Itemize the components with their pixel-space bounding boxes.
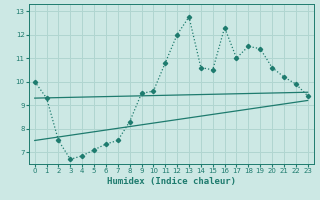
X-axis label: Humidex (Indice chaleur): Humidex (Indice chaleur) [107, 177, 236, 186]
